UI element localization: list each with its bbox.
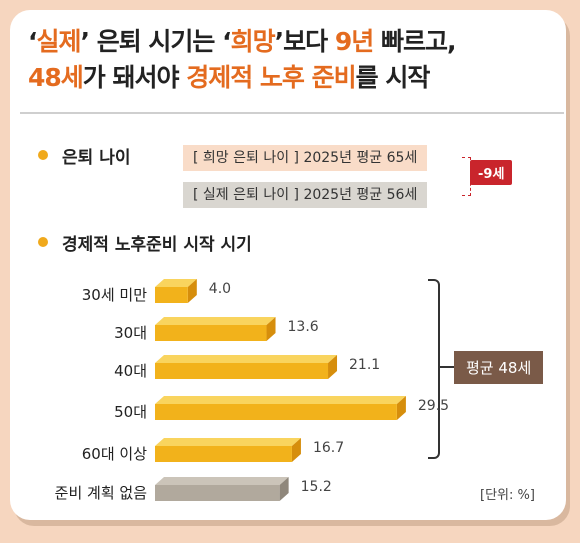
bar-front-face: [155, 287, 188, 303]
hope-retirement-pill: [ 희망 은퇴 나이 ] 2025년 평균 65세: [183, 145, 428, 171]
category-label: 30세 미만: [81, 286, 147, 304]
bar-side-face: [396, 396, 406, 420]
infographic-card: [10, 10, 566, 520]
value-label: 21.1: [349, 357, 381, 373]
bar-top-face: [155, 396, 406, 404]
bar-side-face: [266, 317, 276, 341]
category-label: 50대: [114, 403, 147, 421]
category-label: 30대: [114, 324, 147, 342]
bar-top-face: [155, 355, 338, 363]
value-label: 29.5: [417, 398, 450, 414]
bar-side-face: [328, 355, 338, 379]
bar-top-face: [155, 279, 197, 287]
average-badge: 평균 48세: [454, 351, 544, 384]
bar-side-face: [279, 477, 289, 501]
average-bracket-tick: [440, 366, 454, 368]
bar-front-face: [155, 363, 329, 379]
bar-5: [155, 477, 289, 501]
value-label: 16.7: [312, 440, 345, 456]
bar-front-face: [155, 325, 267, 341]
value-label: 15.2: [300, 479, 332, 495]
bullet-dot-1: [38, 150, 48, 160]
average-bracket: [428, 279, 440, 459]
value-label: 13.6: [287, 319, 319, 335]
bar-4: [155, 438, 301, 462]
bar-0: [155, 279, 197, 303]
headline-line-1: ‘실제’ 은퇴 시기는 ‘희망’보다 9년 빠르고,: [28, 27, 456, 56]
bar-1: [155, 317, 276, 341]
bar-top-face: [155, 477, 289, 485]
section-title-preparation-start: 경제적 노후준비 시작 시기: [62, 235, 252, 255]
bar-front-face: [155, 485, 280, 501]
bar-front-face: [155, 404, 397, 420]
value-label: 4.0: [208, 281, 232, 297]
difference-badge: -9세: [470, 160, 513, 185]
unit-label: [단위: %]: [480, 488, 535, 503]
headline-line-2: 48세가 돼서야 경제적 노후 준비를 시작: [28, 63, 430, 92]
headline: ‘실제’ 은퇴 시기는 ‘희망’보다 9년 빠르고, 48세가 돼서야 경제적 …: [28, 24, 456, 96]
bar-side-face: [291, 438, 301, 462]
category-label: 준비 계획 없음: [54, 484, 147, 502]
bar-3: [155, 396, 406, 420]
real-retirement-pill: [ 실제 은퇴 나이 ] 2025년 평균 56세: [183, 182, 428, 208]
bullet-dot-2: [38, 237, 48, 247]
divider: [20, 112, 564, 114]
bar-front-face: [155, 446, 292, 462]
section-title-retirement-age: 은퇴 나이: [62, 148, 131, 168]
bar-top-face: [155, 438, 301, 446]
category-label: 60대 이상: [81, 445, 147, 463]
bar-side-face: [187, 279, 197, 303]
bar-2: [155, 355, 338, 379]
bar-top-face: [155, 317, 276, 325]
category-label: 40대: [114, 362, 147, 380]
